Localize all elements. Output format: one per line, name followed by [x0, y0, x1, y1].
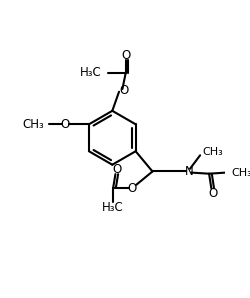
Text: H₃C: H₃C [102, 201, 124, 214]
Text: O: O [112, 163, 122, 176]
Text: H₃C: H₃C [80, 66, 102, 79]
Text: CH₃: CH₃ [202, 147, 223, 157]
Text: N: N [184, 165, 193, 178]
Text: CH₃: CH₃ [232, 167, 250, 178]
Text: CH₃: CH₃ [22, 118, 44, 131]
Text: O: O [119, 84, 128, 97]
Text: O: O [121, 49, 130, 62]
Text: O: O [61, 118, 70, 131]
Text: O: O [128, 182, 137, 195]
Text: O: O [208, 187, 217, 200]
